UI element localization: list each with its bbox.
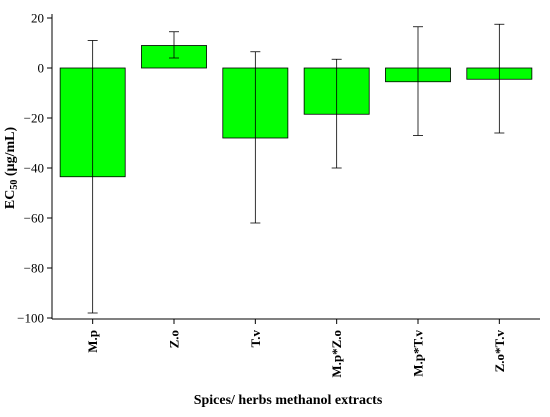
- y-tick-label: 20: [31, 11, 44, 26]
- bars: [59, 45, 533, 178]
- x-tick-label: T.v: [248, 330, 263, 348]
- error-bars: [87, 23, 505, 314]
- y-axis-title-units: (µg/mL): [3, 127, 18, 180]
- axes: [47, 14, 540, 324]
- y-tick-label: −100: [17, 311, 44, 326]
- y-tick-label: −20: [24, 111, 44, 126]
- x-tick-label: Z.o*T.v: [492, 330, 507, 373]
- x-tick-label: M.p*T.v: [411, 330, 426, 377]
- y-axis-title-subscript: 50: [9, 180, 20, 190]
- y-axis-title: EC50 (µg/mL): [3, 127, 20, 210]
- x-axis-title: Spices/ herbs methanol extracts: [194, 393, 383, 408]
- labels: 20 0 −20 −40 −60 −80 −100 M.p Z.o T.v M.p*Z.o M.p*T…: [17, 11, 507, 378]
- y-tick-label: −60: [24, 211, 44, 226]
- x-tick-label: Z.o: [167, 330, 182, 348]
- x-tick-label: M.p*Z.o: [329, 330, 344, 378]
- y-tick-label: −40: [24, 161, 44, 176]
- y-tick-label: −80: [24, 261, 44, 276]
- y-tick-label: 0: [38, 61, 45, 76]
- x-tick-label: M.p: [85, 330, 100, 353]
- y-axis-title-main: EC: [3, 190, 18, 209]
